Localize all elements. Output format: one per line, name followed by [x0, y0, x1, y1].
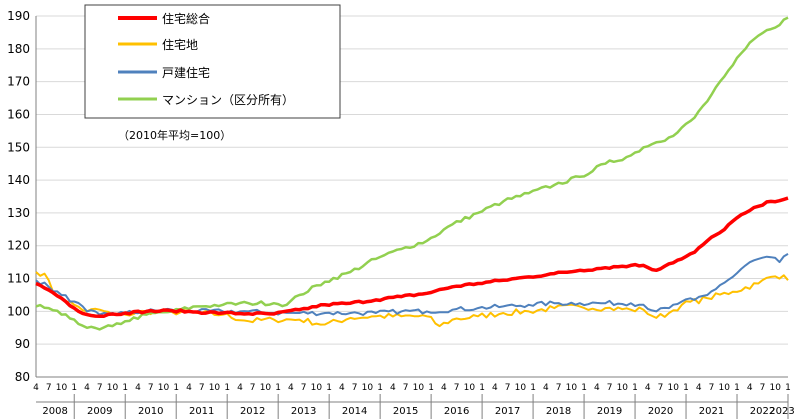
- y-tick-label: 190: [7, 9, 30, 23]
- x-tick-label-year: 2013: [291, 406, 316, 417]
- y-tick-label: 160: [7, 107, 30, 121]
- legend-label-residential-land: 住宅地: [162, 37, 198, 52]
- x-tick-label-month: 1: [71, 383, 77, 393]
- legend-label-detached-house: 戸建住宅: [162, 65, 210, 80]
- x-tick-label-month: 7: [709, 383, 715, 393]
- series-line-0: [35, 196, 789, 319]
- y-tick-label: 140: [7, 173, 30, 187]
- x-tick-label-month: 4: [543, 383, 549, 393]
- y-tick-label: 90: [15, 337, 30, 351]
- x-tick-label-year: 2009: [87, 406, 112, 417]
- x-tick-label-month: 4: [594, 383, 600, 393]
- x-tick-label-year: 2010: [138, 406, 163, 417]
- x-tick-label-year: 2015: [393, 406, 418, 417]
- x-tick-label-month: 4: [33, 383, 39, 393]
- x-tick-label-year: 2022: [750, 406, 775, 417]
- x-tick-label-month: 7: [454, 383, 460, 393]
- y-tick-label: 180: [7, 42, 30, 56]
- y-tick-label: 150: [7, 140, 30, 154]
- x-tick-label-month: 10: [515, 383, 527, 393]
- legend: 住宅総合 住宅地 戸建住宅 マンション（区分所有）: [84, 4, 341, 119]
- x-tick-label-month: 1: [224, 383, 230, 393]
- x-tick-label-month: 1: [428, 383, 434, 393]
- x-tick-label-month: 1: [122, 383, 128, 393]
- x-tick-label-month: 4: [696, 383, 702, 393]
- series-lines: [35, 16, 789, 331]
- x-tick-label-year: 2017: [495, 406, 520, 417]
- x-tick-label-year: 2016: [444, 406, 469, 417]
- x-tick-label-month: 10: [158, 383, 170, 393]
- x-tick-label-month: 7: [301, 383, 307, 393]
- x-tick-label-month: 7: [352, 383, 358, 393]
- x-tick-label-month: 4: [186, 383, 192, 393]
- x-tick-label-month: 1: [734, 383, 740, 393]
- x-tick-label-month: 7: [97, 383, 103, 393]
- y-axis: 80 90 100 110 120 130 140 150 160 170 180 190: [7, 9, 37, 384]
- x-tick-label-month: 4: [288, 383, 294, 393]
- x-tick-label-year: 2023: [769, 406, 794, 417]
- x-tick-label-month: 7: [658, 383, 664, 393]
- y-tick-label: 130: [7, 206, 30, 220]
- x-tick-label-month: 10: [311, 383, 323, 393]
- x-tick-label-month: 1: [326, 383, 332, 393]
- x-tick-label-month: 7: [148, 383, 154, 393]
- x-tick-label-month: 1: [479, 383, 485, 393]
- y-tick-label: 120: [7, 239, 30, 253]
- x-tick-label-month: 7: [250, 383, 256, 393]
- baseline-note: （2010年平均=100）: [118, 128, 231, 142]
- x-tick-label-month: 7: [556, 383, 562, 393]
- x-tick-label-month: 10: [719, 383, 731, 393]
- x-tick-label-month: 4: [339, 383, 345, 393]
- x-tick-label-month: 4: [390, 383, 396, 393]
- x-tick-label-month: 1: [632, 383, 638, 393]
- x-tick-label-month: 10: [56, 383, 68, 393]
- x-tick-label-month: 10: [107, 383, 119, 393]
- x-tick-label-month: 1: [377, 383, 383, 393]
- x-tick-label-month: 1: [785, 383, 791, 393]
- x-tick-label-month: 10: [413, 383, 425, 393]
- x-tick-label-month: 10: [770, 383, 782, 393]
- x-tick-label-month: 1: [581, 383, 587, 393]
- x-tick-label-month: 7: [199, 383, 205, 393]
- x-tick-label-month: 1: [683, 383, 689, 393]
- x-tick-label-month: 1: [530, 383, 536, 393]
- x-tick-label-year: 2011: [189, 406, 214, 417]
- x-tick-label-month: 10: [209, 383, 221, 393]
- x-tick-label-month: 10: [362, 383, 374, 393]
- x-tick-label-year: 2008: [42, 406, 67, 417]
- x-tick-label-month: 10: [260, 383, 272, 393]
- legend-label-housing-total: 住宅総合: [162, 11, 210, 26]
- y-tick-label: 110: [7, 272, 30, 286]
- x-tick-label-month: 1: [173, 383, 179, 393]
- x-tick-label-year: 2014: [342, 406, 367, 417]
- x-tick-label-month: 4: [492, 383, 498, 393]
- y-tick-label: 170: [7, 75, 30, 89]
- x-tick-label-month: 7: [46, 383, 52, 393]
- x-tick-label-month: 4: [645, 383, 651, 393]
- x-tick-label-month: 7: [505, 383, 511, 393]
- x-tick-label-month: 4: [84, 383, 90, 393]
- x-tick-label-month: 7: [403, 383, 409, 393]
- x-tick-label-year: 2020: [648, 406, 673, 417]
- x-tick-label-month: 4: [441, 383, 447, 393]
- x-tick-label-month: 7: [607, 383, 613, 393]
- x-tick-label-month: 10: [668, 383, 680, 393]
- x-tick-label-month: 4: [135, 383, 141, 393]
- x-tick-label-year: 2021: [699, 406, 724, 417]
- x-tick-label-year: 2012: [240, 406, 265, 417]
- legend-label-condominium: マンション（区分所有）: [162, 93, 294, 107]
- x-tick-label-year: 2019: [597, 406, 622, 417]
- x-tick-label-month: 10: [617, 383, 629, 393]
- x-tick-label-month: 10: [566, 383, 578, 393]
- x-tick-label-month: 4: [747, 383, 753, 393]
- x-tick-label-month: 4: [237, 383, 243, 393]
- y-tick-label: 100: [7, 304, 30, 318]
- x-tick-label-month: 7: [760, 383, 766, 393]
- y-tick-label: 80: [15, 370, 30, 384]
- x-tick-label-month: 1: [275, 383, 281, 393]
- x-tick-label-month: 10: [464, 383, 476, 393]
- x-tick-label-year: 2018: [546, 406, 571, 417]
